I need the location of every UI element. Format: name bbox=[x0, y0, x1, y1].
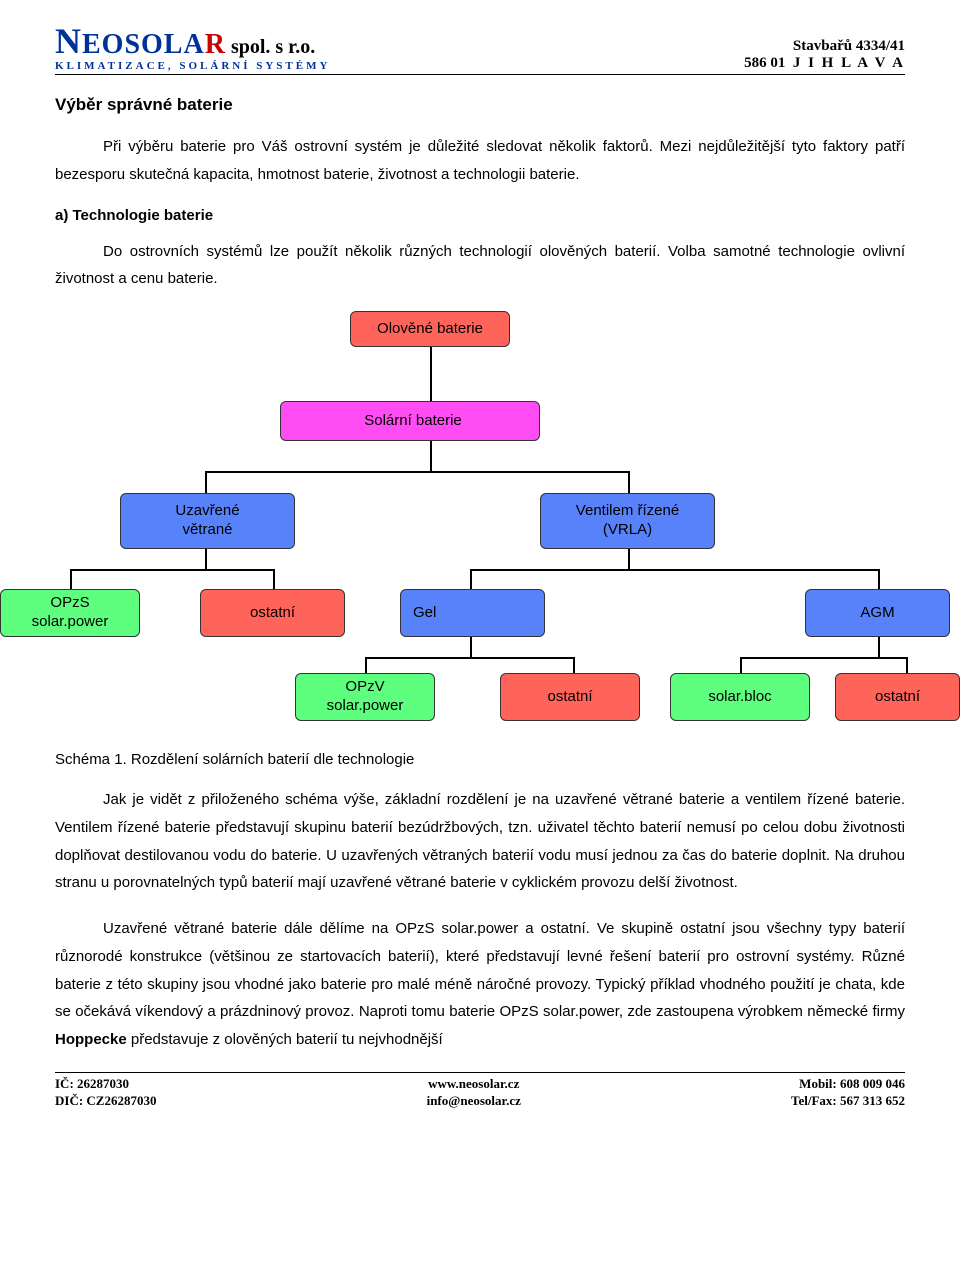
node-solarbloc-label: solar.bloc bbox=[708, 688, 771, 707]
address-line2: 586 01 J I H L A V A bbox=[744, 55, 905, 72]
node-ostatni-uzav: ostatní bbox=[200, 589, 345, 637]
node-uzavrene: Uzavřené větrané bbox=[120, 493, 295, 549]
connector bbox=[470, 637, 472, 657]
node-vrla-label1: Ventilem řízené bbox=[576, 502, 679, 521]
logo-r: R bbox=[205, 29, 226, 60]
node-olovene-label: Olověné baterie bbox=[377, 320, 483, 339]
node-vrla-label2: (VRLA) bbox=[603, 521, 652, 540]
connector bbox=[573, 657, 575, 673]
connector bbox=[205, 549, 207, 569]
node-ostatni-gel-label: ostatní bbox=[547, 688, 592, 707]
connector bbox=[740, 657, 742, 673]
connector bbox=[470, 569, 472, 589]
node-opzv-label1: OPzV bbox=[345, 678, 384, 697]
node-gel: Gel bbox=[400, 589, 545, 637]
address-line1: Stavbařů 4334/41 bbox=[744, 38, 905, 55]
node-opzs: OPzS solar.power bbox=[0, 589, 140, 637]
node-agm: AGM bbox=[805, 589, 950, 637]
node-opzv: OPzV solar.power bbox=[295, 673, 435, 721]
logo-main: NEOSOLAR spol. s r.o. bbox=[55, 20, 330, 62]
footer-center: www.neosolar.cz info@neosolar.cz bbox=[427, 1075, 521, 1110]
postal-code: 586 01 bbox=[744, 55, 785, 71]
page: NEOSOLAR spol. s r.o. KLIMATIZACE, SOLÁR… bbox=[0, 0, 960, 1125]
node-vrla: Ventilem řízené (VRLA) bbox=[540, 493, 715, 549]
footer-telfax: Tel/Fax: 567 313 652 bbox=[791, 1092, 905, 1110]
node-ostatni-agm-label: ostatní bbox=[875, 688, 920, 707]
node-solarni: Solární baterie bbox=[280, 401, 540, 441]
footer-web: www.neosolar.cz bbox=[427, 1075, 521, 1093]
connector bbox=[878, 569, 880, 589]
paragraph-4: Uzavřené větrané baterie dále dělíme na … bbox=[55, 915, 905, 1054]
logo-suffix: spol. s r.o. bbox=[226, 36, 315, 58]
node-gel-label: Gel bbox=[413, 604, 436, 623]
logo-subtitle: KLIMATIZACE, SOLÁRNÍ SYSTÉMY bbox=[55, 60, 330, 72]
connector bbox=[628, 549, 630, 569]
node-opzs-label2: solar.power bbox=[32, 613, 109, 632]
connector bbox=[430, 347, 432, 401]
footer-right: Mobil: 608 009 046 Tel/Fax: 567 313 652 bbox=[791, 1075, 905, 1110]
diagram-caption: Schéma 1. Rozdělení solárních baterií dl… bbox=[55, 751, 905, 768]
connector bbox=[205, 471, 207, 493]
node-solarni-label: Solární baterie bbox=[364, 412, 462, 431]
footer-email: info@neosolar.cz bbox=[427, 1092, 521, 1110]
paragraph-intro: Při výběru baterie pro Váš ostrovní syst… bbox=[55, 133, 905, 189]
node-uzavrene-label2: větrané bbox=[182, 521, 232, 540]
connector bbox=[430, 441, 432, 471]
header: NEOSOLAR spol. s r.o. KLIMATIZACE, SOLÁR… bbox=[55, 20, 905, 75]
footer: IČ: 26287030 DIČ: CZ26287030 www.neosola… bbox=[55, 1072, 905, 1110]
connector bbox=[740, 657, 908, 659]
node-uzavrene-label1: Uzavřené bbox=[175, 502, 239, 521]
node-solarbloc: solar.bloc bbox=[670, 673, 810, 721]
node-ostatni-agm: ostatní bbox=[835, 673, 960, 721]
node-ostatni-uzav-label: ostatní bbox=[250, 604, 295, 623]
logo-n: N bbox=[55, 21, 82, 61]
connector bbox=[628, 471, 630, 493]
connector bbox=[365, 657, 575, 659]
para4-part-a: Uzavřené větrané baterie dále dělíme na … bbox=[55, 920, 905, 1020]
logo-mid: EOSOLA bbox=[82, 29, 205, 60]
footer-ico: IČ: 26287030 bbox=[55, 1075, 156, 1093]
footer-dic: DIČ: CZ26287030 bbox=[55, 1092, 156, 1110]
node-opzs-label1: OPzS bbox=[50, 594, 89, 613]
paragraph-3: Jak je vidět z přiloženého schéma výše, … bbox=[55, 786, 905, 897]
node-ostatni-gel: ostatní bbox=[500, 673, 640, 721]
page-title: Výběr správné baterie bbox=[55, 95, 905, 115]
para4-part-c: představuje z olověných baterií tu nejvh… bbox=[127, 1031, 443, 1048]
city: J I H L A V A bbox=[793, 55, 905, 71]
connector bbox=[878, 637, 880, 657]
battery-diagram: Olověné baterie Solární baterie Uzavřené… bbox=[0, 311, 960, 751]
paragraph-tech: Do ostrovních systémů lze použít několik… bbox=[55, 238, 905, 294]
connector bbox=[273, 569, 275, 589]
footer-left: IČ: 26287030 DIČ: CZ26287030 bbox=[55, 1075, 156, 1110]
node-olovene: Olověné baterie bbox=[350, 311, 510, 347]
connector bbox=[70, 569, 275, 571]
connector bbox=[205, 471, 630, 473]
footer-mobile: Mobil: 608 009 046 bbox=[791, 1075, 905, 1093]
logo-block: NEOSOLAR spol. s r.o. KLIMATIZACE, SOLÁR… bbox=[55, 20, 330, 72]
node-agm-label: AGM bbox=[860, 604, 894, 623]
connector bbox=[470, 569, 880, 571]
node-opzv-label2: solar.power bbox=[327, 697, 404, 716]
connector bbox=[70, 569, 72, 589]
connector bbox=[365, 657, 367, 673]
section-heading: a) Technologie baterie bbox=[55, 207, 905, 224]
para4-brand: Hoppecke bbox=[55, 1031, 127, 1048]
connector bbox=[906, 657, 908, 673]
address-block: Stavbařů 4334/41 586 01 J I H L A V A bbox=[744, 38, 905, 72]
